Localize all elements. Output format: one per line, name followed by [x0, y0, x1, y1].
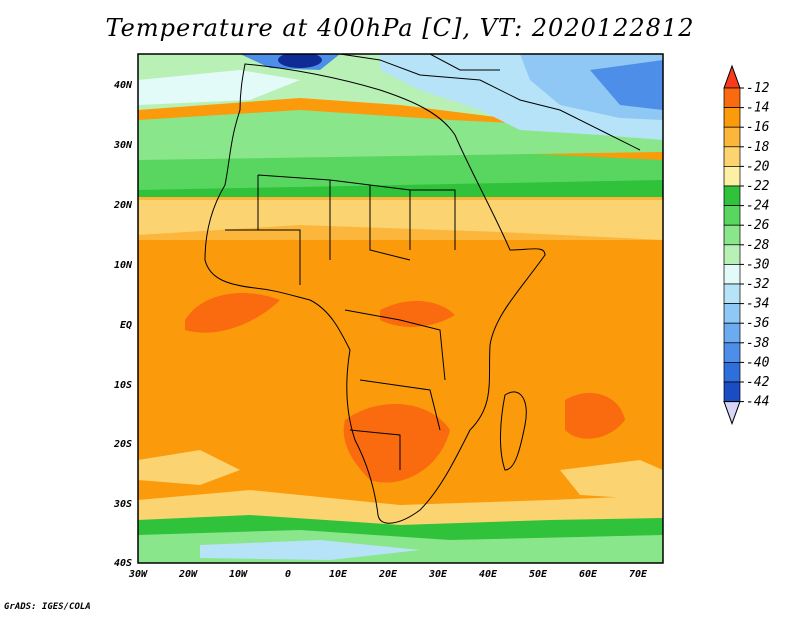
- lon-tick-label: 0: [285, 569, 291, 580]
- lat-tick-label: 30S: [113, 499, 132, 510]
- chart-title: Temperature at 400hPa [C], VT: 202012281…: [105, 14, 695, 42]
- field-sw-yellow: [138, 450, 240, 485]
- colorbar-swatch: [723, 146, 741, 167]
- lat-axis: 40N 30N 20N 10N EQ 10S 20S 30S 40S: [113, 80, 133, 569]
- colorbar-swatch: [723, 283, 741, 304]
- lat-tick-label: 30N: [113, 140, 133, 151]
- colorbar-swatch: [723, 264, 741, 285]
- lon-tick-label: 30W: [128, 569, 148, 580]
- country-borders-south: [344, 309, 446, 470]
- lat-tick-label: 20N: [113, 200, 133, 211]
- field-south-32: [200, 540, 420, 560]
- colorbar-swatch: [723, 87, 741, 108]
- field-warm-patch-south: [343, 403, 450, 483]
- colorbar-swatch: [723, 342, 741, 363]
- colorbar-swatch: [723, 244, 741, 265]
- colorbar-label: -14: [746, 101, 769, 116]
- eurasia-coast: [339, 54, 641, 151]
- field-band-30: [138, 70, 300, 105]
- country-borders-north: [225, 174, 456, 285]
- lat-tick-label: 10N: [114, 260, 133, 271]
- lon-tick-label: 70E: [629, 569, 648, 580]
- lat-tick-label: 40S: [114, 558, 132, 569]
- lat-tick-label: 20S: [113, 439, 132, 450]
- colorbar-label: -40: [746, 355, 770, 370]
- colorbar-swatch: [723, 322, 741, 344]
- field-warm-patch-west: [185, 292, 280, 333]
- colorbar-swatch: [723, 381, 741, 402]
- colorbar-swatch: [723, 224, 741, 246]
- lon-tick-label: 10E: [329, 569, 348, 580]
- field-warm-patch-ocean: [565, 392, 625, 439]
- lat-tick-label: 40N: [114, 80, 133, 91]
- colorbar-label: -44: [746, 395, 769, 410]
- field-band-20: [138, 200, 663, 240]
- colorbar-label: -42: [746, 375, 770, 390]
- colorbar-label: -18: [746, 140, 770, 155]
- colorbar-label: -34: [746, 297, 769, 312]
- colorbar-label: -12: [746, 81, 770, 96]
- lon-tick-label: 40E: [479, 569, 498, 580]
- colorbar-swatch: [723, 107, 741, 128]
- lat-tick-label: EQ: [120, 320, 132, 331]
- colorbar-swatch: [723, 126, 741, 148]
- credit-label: GrADS: IGES/COLA: [4, 602, 91, 612]
- field-warm-patch-central: [380, 300, 455, 327]
- colorbar-label: -20: [746, 159, 770, 174]
- colorbar-label: -26: [746, 218, 770, 233]
- field-se-yellow: [560, 460, 663, 500]
- colorbar-label: -30: [746, 257, 770, 272]
- colorbar-swatch: [723, 362, 741, 383]
- field-band-38: [590, 60, 663, 110]
- lon-tick-label: 10W: [229, 569, 248, 580]
- plot-frame: [137, 53, 664, 564]
- colorbar-label: -36: [746, 316, 770, 331]
- colorbar-swatch: [723, 166, 741, 187]
- lat-tick-label: 10S: [114, 380, 132, 391]
- africa-outline: [204, 63, 546, 524]
- colorbar-label: -28: [746, 238, 770, 253]
- field-band-28: [138, 110, 663, 160]
- temperature-field: [138, 54, 663, 563]
- lon-tick-label: 60E: [579, 569, 598, 580]
- lon-axis: 30W 20W 10W 0 10E 20E 30E 40E 50E 60E 70…: [128, 569, 648, 580]
- colorbar-swatch: [723, 185, 741, 206]
- colorbar-label: -24: [746, 199, 769, 214]
- colorbar-swatch: [723, 303, 741, 324]
- colorbar: -12 -14 -16 -18 -20 -22 -24 -26 -28 -30 -32 -34 -36 -…: [723, 64, 770, 426]
- field-cold-core: [278, 54, 322, 68]
- lon-tick-label: 50E: [529, 569, 548, 580]
- colorbar-top-arrow: [723, 64, 741, 89]
- colorbar-label: -38: [746, 336, 770, 351]
- coastlines: [204, 54, 641, 524]
- madagascar-outline: [499, 391, 527, 471]
- colorbar-swatch: [723, 205, 741, 226]
- lon-tick-label: 20E: [378, 569, 398, 580]
- colorbar-label: -32: [746, 277, 770, 292]
- colorbar-label: -22: [746, 179, 770, 194]
- colorbar-label: -16: [746, 120, 770, 135]
- colorbar-bottom-arrow: [723, 401, 741, 426]
- lon-tick-label: 20W: [178, 569, 198, 580]
- lon-tick-label: 30E: [428, 569, 448, 580]
